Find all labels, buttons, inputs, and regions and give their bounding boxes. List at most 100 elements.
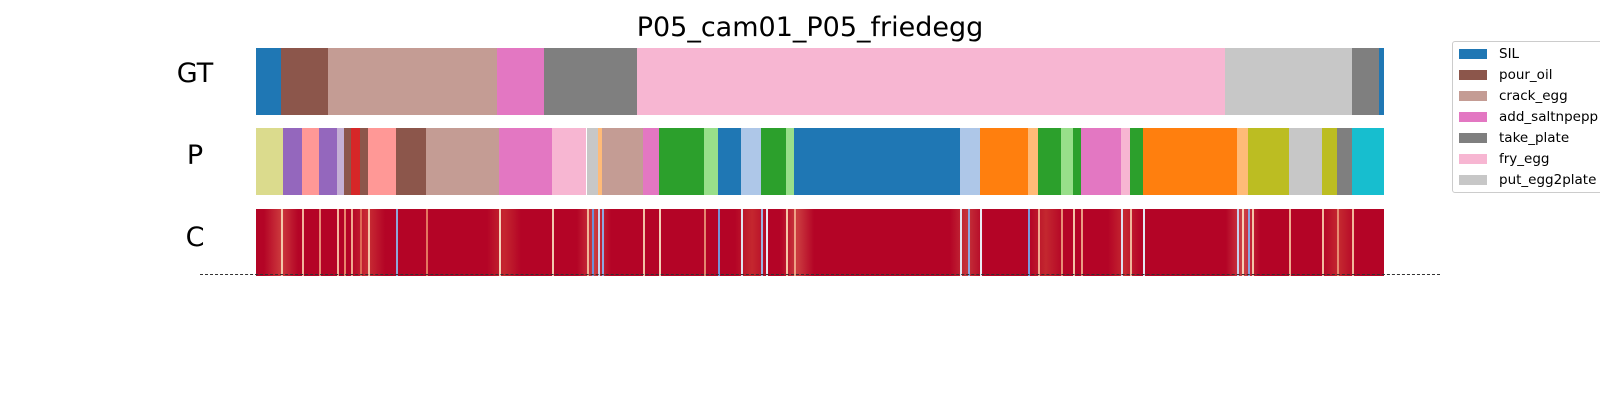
confidence-drop	[741, 209, 744, 276]
confidence-drop	[1289, 209, 1292, 276]
legend-label: add_saltnpepp	[1499, 109, 1599, 125]
confidence-drop	[794, 209, 797, 276]
segment-c_green	[1072, 128, 1081, 195]
row-label-p: P	[186, 140, 204, 171]
row-label-gt: GT	[176, 58, 214, 89]
segment-c_lightblue	[959, 128, 981, 195]
confidence-drop	[597, 209, 600, 276]
segment-pour_oil	[343, 128, 351, 195]
legend-swatch	[1459, 112, 1487, 122]
segment-c_green	[1130, 128, 1143, 195]
confidence-drop	[1352, 209, 1355, 276]
confidence-drop	[786, 209, 789, 276]
confidence-drop	[586, 209, 589, 276]
segment-SIL	[718, 128, 742, 195]
confidence-glow	[1107, 209, 1142, 276]
confidence-drop	[350, 209, 353, 276]
legend-swatch	[1459, 70, 1487, 80]
legend-label: crack_egg	[1499, 88, 1568, 104]
segment-c_green	[1037, 128, 1062, 195]
dashed-baseline	[200, 274, 1440, 275]
confidence-glow	[1321, 209, 1356, 276]
confidence-drop	[395, 209, 398, 276]
confidence-drop	[1237, 209, 1240, 276]
segment-pour_oil	[395, 128, 427, 195]
segment-c_lightred	[367, 128, 396, 195]
confidence-drop	[602, 209, 605, 276]
confidence-drop	[498, 209, 501, 276]
confidence-glow	[780, 209, 815, 276]
confidence-drop	[1037, 209, 1040, 276]
segment-SIL	[794, 128, 960, 195]
row-label-c: C	[185, 222, 205, 253]
segment-SIL	[256, 48, 281, 115]
chart-title: P05_cam01_P05_friedegg	[636, 12, 984, 43]
segment-crack_egg	[328, 48, 498, 115]
confidence-drop	[319, 209, 322, 276]
legend-item: crack_egg	[1459, 86, 1568, 106]
legend-item: put_egg2plate	[1459, 170, 1596, 190]
legend-label: put_egg2plate	[1499, 172, 1597, 188]
segment-add_saltnpepper	[1080, 128, 1122, 195]
legend-swatch	[1459, 91, 1487, 101]
confidence-drop	[959, 209, 962, 276]
ground-truth-bar	[256, 48, 1384, 115]
confidence-drop	[1142, 209, 1145, 276]
confidence-drop	[1121, 209, 1124, 276]
segment-put_egg2plate	[1224, 48, 1353, 115]
segment-c_lightgreen	[786, 128, 795, 195]
confidence-drop	[703, 209, 706, 276]
legend-label: take_plate	[1499, 130, 1570, 146]
segment-add_saltnpepper	[498, 128, 552, 195]
confidence-drop	[658, 209, 661, 276]
confidence-drop	[280, 209, 283, 276]
confidence-glow	[949, 209, 984, 276]
legend-label: SIL	[1499, 46, 1520, 62]
confidence-drop	[1321, 209, 1324, 276]
segment-c_green	[658, 128, 704, 195]
legend-item: fry_egg	[1459, 149, 1550, 169]
segment-c_orange	[980, 128, 1028, 195]
segment-c_lightorange	[1237, 128, 1248, 195]
confidence-drop	[551, 209, 554, 276]
confidence-drop	[1027, 209, 1030, 276]
prediction-bar	[256, 128, 1384, 195]
legend-label: fry_egg	[1499, 151, 1550, 167]
segment-c_purple	[319, 128, 338, 195]
confidence-drop	[765, 209, 768, 276]
confidence-drop	[367, 209, 370, 276]
legend-label: pour_oil	[1499, 67, 1553, 83]
segment-fry_egg	[1121, 128, 1131, 195]
segment-take_plate	[1336, 128, 1353, 195]
confidence-drop	[343, 209, 346, 276]
confidence-drop	[642, 209, 645, 276]
confidence-drop	[302, 209, 305, 276]
confidence-glow	[735, 209, 770, 276]
legend-swatch	[1459, 175, 1487, 185]
confidence-drop	[426, 209, 429, 276]
segment-fry_egg	[551, 128, 587, 195]
confidence-drop	[1080, 209, 1083, 276]
confidence-drop	[1061, 209, 1064, 276]
confidence-drop	[980, 209, 983, 276]
segment-add_saltnpepper	[497, 48, 544, 115]
segment-c_lightpurple	[337, 128, 344, 195]
segment-c_lightred	[302, 128, 320, 195]
legend-swatch	[1459, 133, 1487, 143]
segment-c_cyan	[1352, 128, 1384, 195]
segment-add_saltnpepper	[642, 128, 659, 195]
segment-c_purple	[283, 128, 303, 195]
legend-swatch	[1459, 154, 1487, 164]
legend-item: add_saltnpepp	[1459, 107, 1598, 127]
segment-fry_egg	[637, 48, 1225, 115]
segment-c_lightgreen	[1061, 128, 1073, 195]
legend-item: SIL	[1459, 44, 1519, 64]
segment-put_egg2plate	[1289, 128, 1322, 195]
segment-c_lightolive	[256, 128, 284, 195]
confidence-glow	[487, 209, 522, 276]
confidence-glow	[263, 209, 298, 276]
confidence-bar	[256, 209, 1384, 276]
segment-take_plate	[1352, 48, 1380, 115]
confidence-drop	[1336, 209, 1339, 276]
